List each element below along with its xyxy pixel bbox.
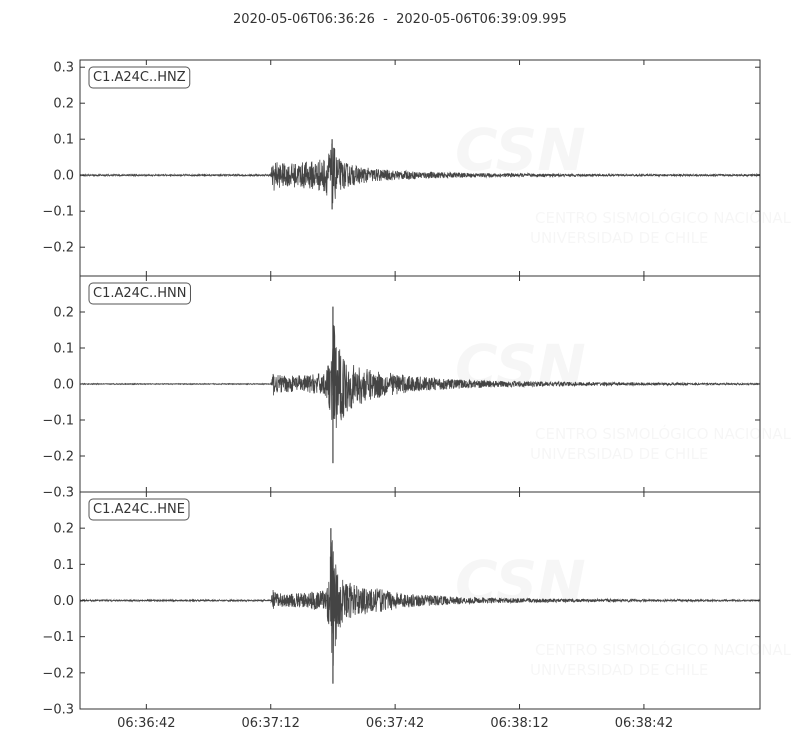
channel-label-box-1 <box>88 66 191 89</box>
watermark-logo: CSN <box>455 332 586 400</box>
xtick-label: 06:36:42 <box>117 716 175 731</box>
ytick-label-1: 0.0 <box>53 169 74 184</box>
ytick-label-1: −0.1 <box>42 205 74 220</box>
ytick-label-1: 0.2 <box>53 97 74 112</box>
watermark-line1: CENTRO SISMOLÓGICO NACIONAL <box>535 640 792 659</box>
xtick-label: 06:37:12 <box>242 716 300 731</box>
watermark-line1: CENTRO SISMOLÓGICO NACIONAL <box>535 208 792 227</box>
ytick-label-2: −0.2 <box>42 450 74 465</box>
channel-label-box-3 <box>88 498 190 521</box>
ytick-label-3: −0.3 <box>42 703 74 718</box>
xtick-label: 06:37:42 <box>366 716 424 731</box>
channel-label-box-2 <box>88 282 191 305</box>
waveform-1 <box>79 143 761 204</box>
ytick-label-2: −0.1 <box>42 414 74 429</box>
watermark-line2: UNIVERSIDAD DE CHILE <box>530 229 708 247</box>
ytick-label-2: −0.3 <box>42 486 74 501</box>
ytick-label-3: −0.2 <box>42 666 74 681</box>
ytick-label-1: 0.3 <box>53 61 74 76</box>
channel-label-2: C1.A24C..HNN <box>93 286 186 301</box>
ytick-label-1: 0.1 <box>53 133 74 148</box>
watermark-logo: CSN <box>455 548 586 616</box>
ytick-label-2: 0.2 <box>53 306 74 321</box>
watermark-line1: CENTRO SISMOLÓGICO NACIONAL <box>535 424 792 443</box>
channel-label-3: C1.A24C..HNE <box>93 502 185 517</box>
chart-title: 2020-05-06T06:36:26 - 2020-05-06T06:39:0… <box>233 12 567 27</box>
watermark-line2: UNIVERSIDAD DE CHILE <box>530 445 708 463</box>
waveform-2 <box>79 325 761 428</box>
xtick-label: 06:38:42 <box>615 716 673 731</box>
ytick-label-2: 0.0 <box>53 378 74 393</box>
ytick-label-1: −0.2 <box>42 241 74 256</box>
ytick-label-2: 0.1 <box>53 342 74 357</box>
ytick-label-3: 0.2 <box>53 522 74 537</box>
watermark-line2: UNIVERSIDAD DE CHILE <box>530 661 708 679</box>
ytick-label-3: −0.1 <box>42 630 74 645</box>
ytick-label-3: 0.1 <box>53 558 74 573</box>
channel-label-1: C1.A24C..HNZ <box>93 70 186 85</box>
ytick-label-3: 0.0 <box>53 594 74 609</box>
xtick-label: 06:38:12 <box>490 716 548 731</box>
waveform-3 <box>79 540 761 666</box>
